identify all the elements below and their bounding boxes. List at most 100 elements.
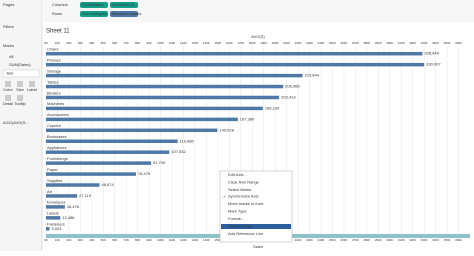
bar bbox=[46, 51, 423, 56]
x-tick-label: 30K bbox=[78, 238, 83, 242]
sheet-title: Sheet 11 bbox=[46, 29, 70, 35]
value-label: 3,024 bbox=[51, 226, 62, 231]
agg-pill[interactable]: AGG(AVG(S... bbox=[3, 120, 29, 125]
x-tick-label: 220K bbox=[295, 238, 302, 242]
menu-item[interactable]: Edit Axis... bbox=[228, 172, 247, 177]
menu-item[interactable]: Format... bbox=[228, 216, 244, 221]
x-tick-label: 100K bbox=[157, 238, 164, 242]
shelf-pill-label: SUM(Sales) bbox=[82, 2, 104, 7]
x-tick-label: 100K bbox=[157, 41, 164, 45]
x-tick-label: 360K bbox=[455, 41, 462, 45]
x-tick-label: 240K bbox=[318, 41, 325, 45]
bar bbox=[46, 227, 50, 231]
check-mark: ✓ bbox=[223, 194, 226, 199]
x-tick-label: 360K bbox=[455, 238, 462, 242]
mark-button-icon[interactable] bbox=[5, 81, 11, 87]
value-label: 107,532 bbox=[171, 149, 186, 154]
value-label: 149,528 bbox=[219, 127, 234, 132]
row-label: Accessories bbox=[47, 112, 69, 117]
x-tick-label: 340K bbox=[432, 238, 439, 242]
x-tick-label: 330K bbox=[421, 238, 428, 242]
x-tick-label: 320K bbox=[409, 238, 416, 242]
mark-type-value: Bar bbox=[7, 71, 14, 76]
menu-item[interactable]: Add Reference Line bbox=[228, 231, 264, 236]
row-label: Fasteners bbox=[47, 222, 65, 227]
bar bbox=[46, 62, 425, 67]
shelf-pill[interactable] bbox=[80, 2, 108, 8]
menu-item[interactable]: Select Marks bbox=[228, 187, 251, 192]
value-label: 16,476 bbox=[67, 204, 80, 209]
mark-type-dropdown[interactable] bbox=[2, 69, 40, 78]
row-label: Appliances bbox=[47, 145, 67, 150]
x-tick-label: 70K bbox=[124, 238, 129, 242]
row-label: Supplies bbox=[47, 178, 62, 183]
menu-item[interactable]: Synchronize Axis bbox=[228, 194, 258, 199]
context-menu: ✓ Edit Axis... Clear Axis Range Select Mar… bbox=[219, 170, 293, 243]
shelf-pill[interactable] bbox=[80, 11, 108, 17]
x-tick-label: 40K bbox=[89, 238, 94, 242]
menu-item[interactable]: Move marks to front bbox=[228, 201, 264, 206]
row-label: Storage bbox=[47, 68, 62, 73]
bar bbox=[46, 117, 238, 122]
mark-button-label: Color bbox=[3, 87, 13, 92]
bar bbox=[46, 139, 178, 143]
bar bbox=[46, 84, 284, 89]
menu-item[interactable]: Mark Type bbox=[228, 209, 247, 214]
x-tick-label: 290K bbox=[375, 41, 382, 45]
x-tick-label: 230K bbox=[306, 238, 313, 242]
x-tick-label: 310K bbox=[398, 41, 405, 45]
x-tick-label: 280K bbox=[363, 41, 370, 45]
x-tick-label: 50K bbox=[101, 238, 106, 242]
marks-all[interactable]: All bbox=[9, 54, 14, 59]
x-tick-label: 190K bbox=[260, 41, 267, 45]
shelf-pill[interactable] bbox=[110, 2, 138, 8]
bar bbox=[46, 161, 152, 165]
menu-item[interactable]: Clear Axis Range bbox=[228, 180, 260, 185]
x-tick-label: 160K bbox=[226, 41, 233, 45]
bar bbox=[46, 194, 78, 198]
marks-measure[interactable]: SUM(Sales) bbox=[9, 62, 31, 67]
menu-item[interactable]: Show Header bbox=[228, 224, 253, 229]
row-label: Copiers bbox=[47, 123, 61, 128]
x-tick-label: 350K bbox=[444, 41, 451, 45]
x-tick-label: 20K bbox=[66, 238, 71, 242]
x-tick-label: 320K bbox=[409, 41, 416, 45]
shelf-pill-label: Sub-Category bbox=[82, 11, 107, 16]
x-tick-label: 20K bbox=[66, 41, 71, 45]
x-tick-label: 80K bbox=[135, 41, 140, 45]
x-tick-label: 130K bbox=[191, 238, 198, 242]
value-label: 12,486 bbox=[62, 215, 75, 220]
x-tick-label: 60K bbox=[112, 238, 117, 242]
x-tick-label: 250K bbox=[329, 238, 336, 242]
value-label: 46,674 bbox=[101, 182, 114, 187]
row-label: Machines bbox=[47, 101, 64, 106]
menu-items: Edit Axis... Clear Axis Range Select Marks… bbox=[228, 172, 264, 236]
columns-shelf-label: Columns bbox=[52, 2, 68, 7]
mark-buttons: Color Size Label Detail Tooltip bbox=[3, 81, 37, 106]
row-label: Chairs bbox=[47, 47, 59, 52]
menu-highlight bbox=[221, 224, 291, 229]
x-tick-label: 310K bbox=[398, 238, 405, 242]
side-panel bbox=[0, 0, 42, 251]
mark-button-icon[interactable] bbox=[29, 81, 35, 87]
mark-button-icon[interactable] bbox=[17, 81, 23, 87]
x-tick-label: 70K bbox=[124, 41, 129, 45]
shelf-pill[interactable] bbox=[110, 11, 138, 17]
mark-button-icon[interactable] bbox=[17, 95, 23, 101]
filters-label: Filters bbox=[3, 24, 14, 29]
value-label: 189,239 bbox=[265, 105, 280, 110]
row-label: Envelopes bbox=[47, 200, 66, 205]
bar bbox=[46, 205, 65, 209]
mark-button-icon[interactable] bbox=[5, 95, 11, 101]
x-tick-label: 350K bbox=[444, 238, 451, 242]
chart: 0K 0K 10K 10K 20K 20K 30K 30K 40K 40K 50K 50K 60K 60K… bbox=[44, 41, 470, 242]
axis-title: AVG(S) bbox=[251, 34, 265, 39]
bar bbox=[46, 216, 61, 220]
bar bbox=[46, 73, 303, 78]
row-label: Tables bbox=[47, 79, 59, 84]
marks-label: Marks bbox=[3, 43, 14, 48]
x-tick-label: 290K bbox=[375, 238, 382, 242]
value-label: 167,380 bbox=[240, 116, 255, 121]
x-tick-label: 120K bbox=[180, 41, 187, 45]
